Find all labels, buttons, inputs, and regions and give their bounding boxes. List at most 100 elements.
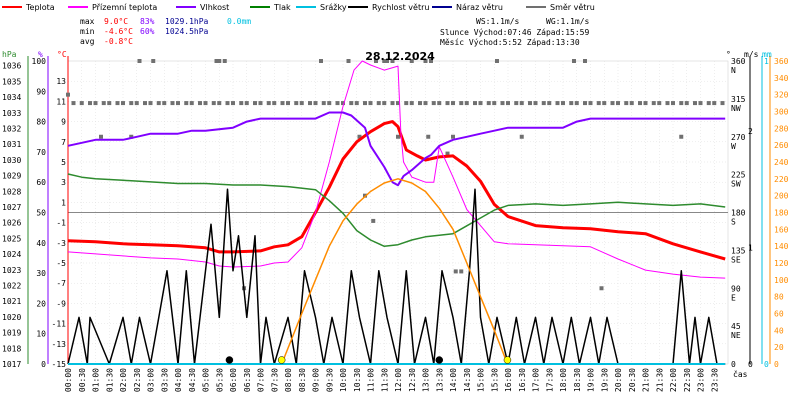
direction-tick-label: W [731,142,736,151]
x-tick: 17:00 [532,368,541,392]
direction-point [409,101,414,106]
direction-point [409,59,414,63]
moonrise-marker [225,356,234,364]
direction-point [437,101,442,106]
direction-point [423,101,428,106]
direction-tick-label: E [731,293,736,302]
humidity-tick: 0 [41,360,46,369]
pressure-tick: 1031 [2,140,21,149]
legend-label: Přízemní teplota [92,3,157,12]
direction-point [107,101,112,106]
direction-point [272,101,277,106]
sun-tick: 120 [774,259,789,268]
direction-point [390,101,395,106]
direction-point [176,101,180,106]
direction-point [321,101,326,106]
direction-point [93,101,98,106]
direction-point [280,101,285,106]
direction-point [341,101,345,106]
direction-point [88,101,92,106]
sun-tick: 80 [774,293,784,302]
x-tick: 16:00 [504,368,513,392]
x-tick: 18:30 [573,368,582,392]
direction-point [327,101,332,106]
x-tick: 23:00 [697,368,706,392]
direction-tick-label: NE [731,331,741,340]
wind-tick: 1 [748,243,753,252]
x-tick: 21:00 [642,368,651,392]
direction-point [129,101,134,106]
sun-tick: 220 [774,175,789,184]
direction-point [679,134,684,139]
direction-tick-label: SW [731,180,741,189]
direction-point [266,101,271,106]
sun-tick: 180 [774,209,789,218]
direction-point [198,101,202,106]
stat-label: max [80,17,95,26]
pressure-tick: 1036 [2,62,21,71]
stat-temp: -4.6°C [104,27,133,36]
x-tick: 05:00 [202,368,211,392]
temperature-tick: -7 [56,279,66,288]
humidity-tick: 10 [36,330,46,339]
x-tick: 22:00 [669,368,678,392]
direction-point [706,101,711,106]
sun-times-text: Slunce Východ:07:46 Západ:15:59 [440,28,589,37]
sun-tick: 160 [774,225,789,234]
direction-point [643,101,648,106]
direction-point [385,59,389,63]
direction-point [101,101,106,106]
direction-tick: 45 [731,322,741,331]
direction-point [629,101,634,106]
direction-point [156,101,161,106]
direction-point [693,101,697,106]
direction-point [396,134,400,139]
direction-point [211,101,216,106]
stats-block: max 9.0°C 83% 1029.1hPa 0.0mm min -4.6°C 60% 102… [80,17,251,46]
direction-point [129,134,134,139]
direction-point [506,101,510,106]
sun-tick: 240 [774,158,789,167]
legend-label: Rychlost větru [372,3,429,12]
x-tick: 07:00 [257,368,266,392]
pressure-tick: 1033 [2,109,21,118]
sun-tick: 60 [774,310,784,319]
humidity-tick: 40 [36,239,46,248]
x-tick: 04:30 [188,368,197,392]
direction-tick: 270 [731,133,746,142]
direction-point [374,59,378,63]
direction-point [453,269,458,274]
humidity-tick: 90 [36,87,46,96]
pressure-tick: 1019 [2,329,21,338]
info-block: WS:1.1m/s WG:1.1m/s Slunce Východ:07:46 Zá… [440,17,590,47]
direction-tick: 360 [731,57,746,66]
direction-point [572,59,576,63]
stat-pressure: 1029.1hPa [165,17,209,26]
direction-point [71,101,76,106]
x-tick: 03:30 [160,368,169,392]
pressure-tick: 1020 [2,313,21,322]
direction-point [519,134,524,139]
x-tick: 22:30 [683,368,692,392]
x-tick: 03:00 [147,368,156,392]
pressure-tick: 1017 [2,360,21,369]
direction-point [294,101,299,106]
legend: Teplota Přízemní teplota Vlhkost Tlak Srážky… [2,3,595,12]
sun-tick: 200 [774,192,789,201]
legend-label: Směr větru [550,3,595,12]
direction-point [231,101,235,106]
pressure-tick: 1025 [2,234,21,243]
x-tick: 01:00 [92,368,101,392]
x-tick: 15:00 [477,368,486,392]
direction-point [217,101,222,106]
x-tick: 01:30 [105,368,114,392]
temperature-tick: 11 [56,97,66,106]
direction-point [222,59,227,63]
sun-tick: 140 [774,242,789,251]
x-tick: 12:30 [408,368,417,392]
pressure-tick: 1023 [2,266,21,275]
stat-label: min [80,27,95,36]
stat-rain: 0.0mm [227,17,251,26]
direction-point [382,101,387,106]
